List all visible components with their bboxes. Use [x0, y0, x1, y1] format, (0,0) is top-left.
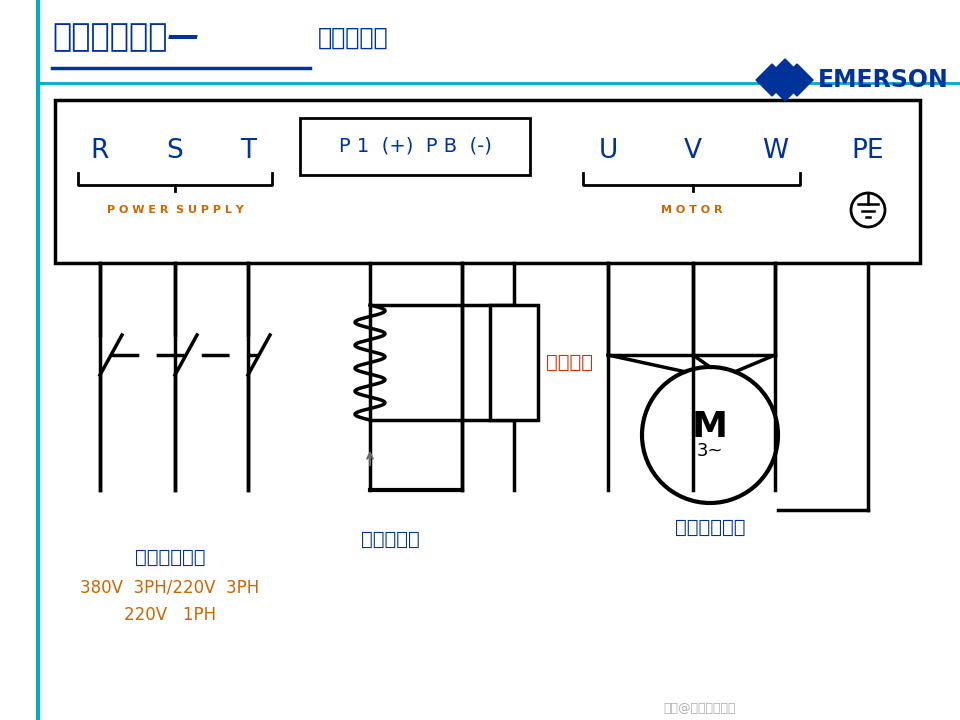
Text: 主回路接口: 主回路接口 [318, 26, 389, 50]
Text: U: U [598, 138, 617, 164]
Text: EMERSON: EMERSON [818, 68, 948, 92]
Bar [490, 305, 538, 420]
Text: 变频器的构成—: 变频器的构成— [52, 22, 200, 53]
Text: R: R [91, 138, 109, 164]
Text: PE: PE [852, 138, 884, 164]
Polygon shape [772, 75, 798, 101]
Polygon shape [772, 59, 798, 85]
Text: P O W E R  S U P P L Y: P O W E R S U P P L Y [107, 205, 244, 215]
Bar [300, 118, 530, 175]
Text: 制动电阻: 制动电阻 [546, 353, 593, 372]
Polygon shape [756, 64, 788, 96]
Text: T: T [240, 138, 256, 164]
Bar [55, 100, 920, 263]
Text: V: V [684, 138, 702, 164]
Text: S: S [167, 138, 183, 164]
Polygon shape [781, 64, 813, 96]
Text: 直流电抗器: 直流电抗器 [361, 530, 420, 549]
Text: W: W [762, 138, 788, 164]
Text: 380V  3PH/220V  3PH: 380V 3PH/220V 3PH [81, 578, 259, 596]
Text: 3~: 3~ [697, 442, 723, 460]
Text: M O T O R: M O T O R [661, 205, 723, 215]
Text: M: M [692, 410, 728, 444]
Text: 三相交流电机: 三相交流电机 [675, 518, 745, 537]
Text: P 1  (+)  P B  (-): P 1 (+) P B (-) [339, 136, 492, 155]
Text: 220V   1PH: 220V 1PH [124, 606, 216, 624]
Text: 头条@技成电工课堂: 头条@技成电工课堂 [663, 701, 736, 714]
Text: 工频电网输入: 工频电网输入 [134, 548, 205, 567]
